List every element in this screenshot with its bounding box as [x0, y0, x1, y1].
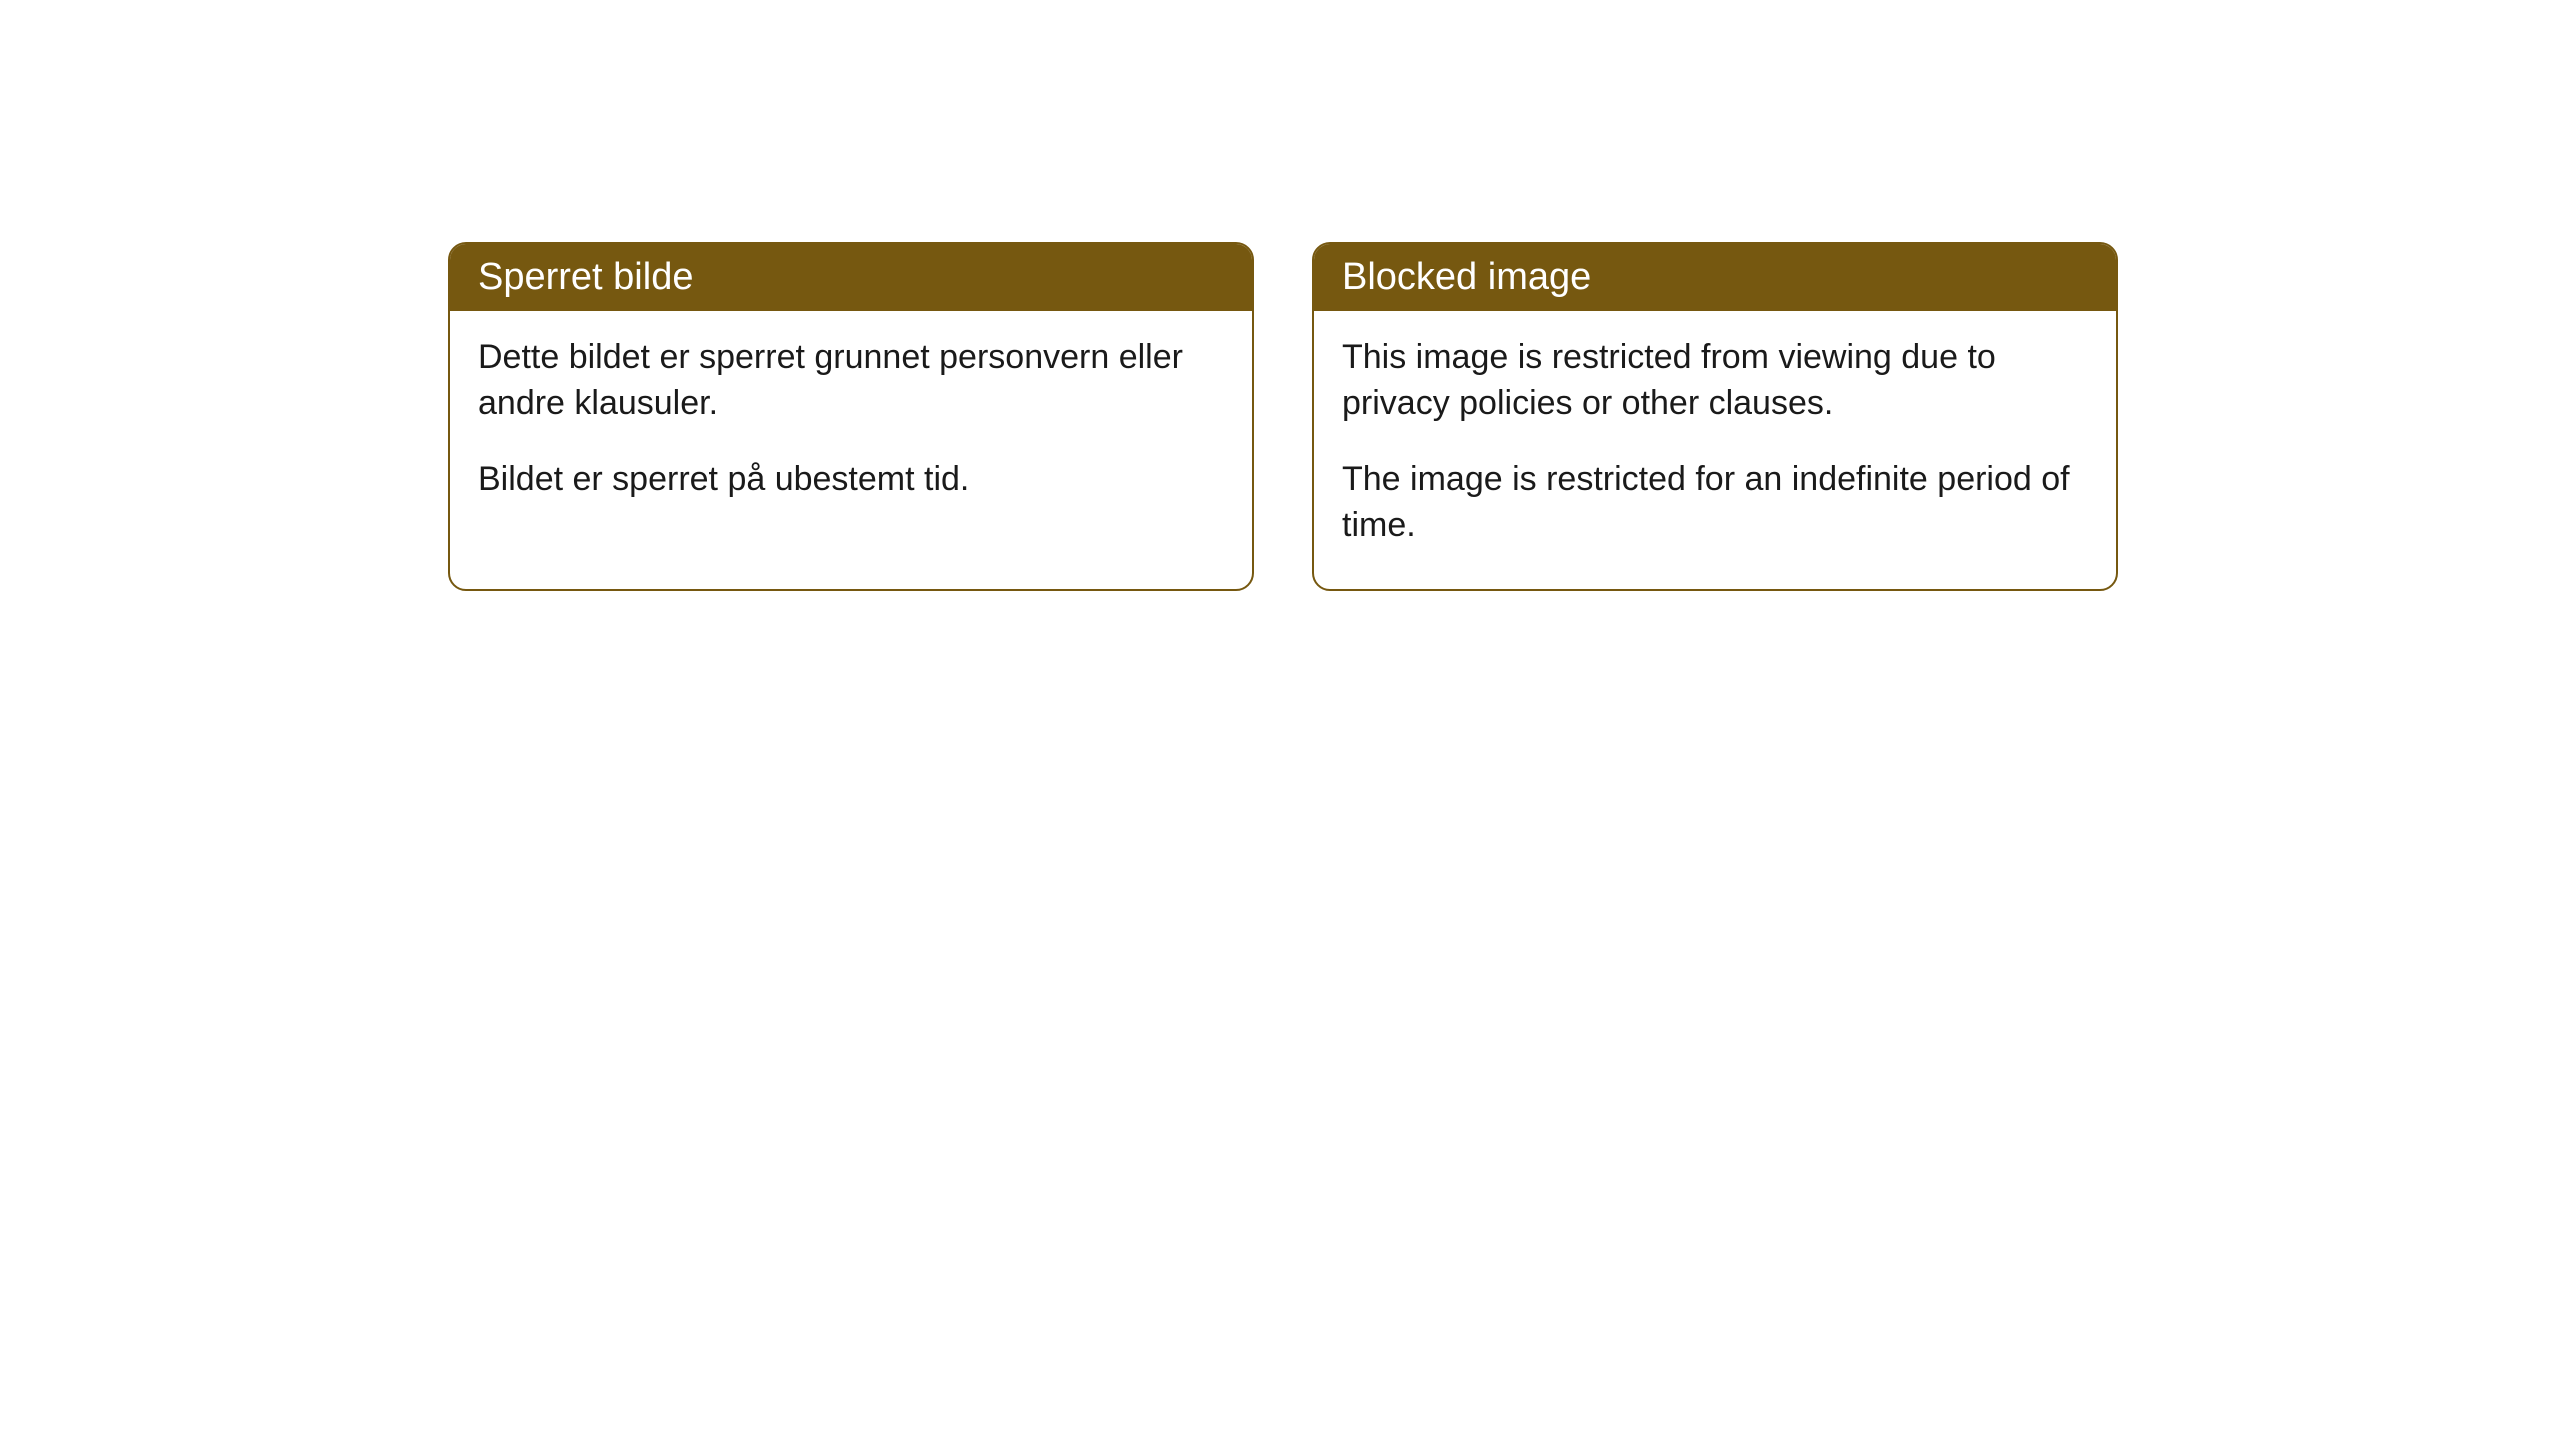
notice-paragraph-2-english: The image is restricted for an indefinit…	[1342, 457, 2088, 549]
notice-header-english: Blocked image	[1314, 244, 2116, 311]
notice-card-norwegian: Sperret bilde Dette bildet er sperret gr…	[448, 242, 1254, 591]
notice-paragraph-2-norwegian: Bildet er sperret på ubestemt tid.	[478, 457, 1224, 503]
notice-card-english: Blocked image This image is restricted f…	[1312, 242, 2118, 591]
notice-paragraph-1-english: This image is restricted from viewing du…	[1342, 335, 2088, 427]
notice-cards-container: Sperret bilde Dette bildet er sperret gr…	[448, 242, 2118, 591]
notice-paragraph-1-norwegian: Dette bildet er sperret grunnet personve…	[478, 335, 1224, 427]
notice-body-norwegian: Dette bildet er sperret grunnet personve…	[450, 311, 1252, 543]
notice-header-norwegian: Sperret bilde	[450, 244, 1252, 311]
notice-body-english: This image is restricted from viewing du…	[1314, 311, 2116, 589]
